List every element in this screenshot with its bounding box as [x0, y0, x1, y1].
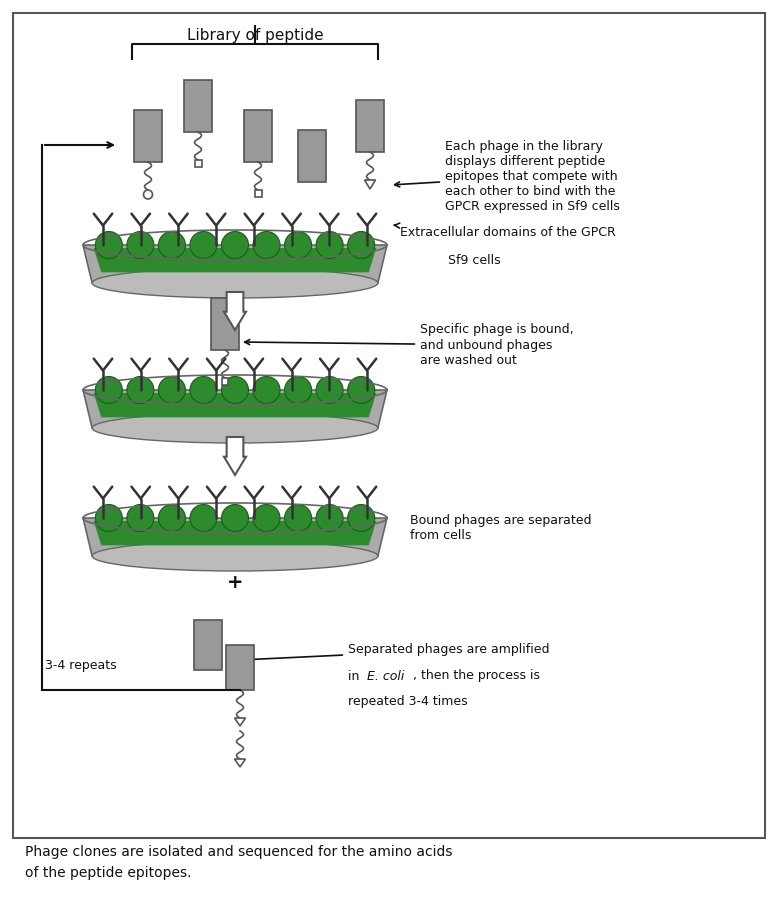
Circle shape [127, 505, 154, 532]
Text: 3-4 repeats: 3-4 repeats [45, 659, 117, 671]
Polygon shape [364, 180, 375, 189]
FancyBboxPatch shape [194, 620, 222, 670]
Circle shape [221, 376, 249, 403]
FancyBboxPatch shape [184, 80, 212, 132]
Circle shape [159, 505, 185, 532]
Text: E. coli: E. coli [367, 670, 404, 682]
Circle shape [190, 231, 217, 258]
Circle shape [316, 231, 343, 258]
Circle shape [190, 376, 217, 403]
FancyBboxPatch shape [211, 298, 239, 350]
Circle shape [95, 505, 122, 532]
Text: Sf9 cells: Sf9 cells [448, 254, 500, 266]
Circle shape [95, 376, 122, 403]
Circle shape [144, 190, 152, 199]
Circle shape [253, 505, 280, 532]
Circle shape [285, 376, 311, 403]
Text: +: + [227, 572, 243, 591]
Circle shape [159, 231, 185, 258]
Polygon shape [94, 248, 376, 273]
Polygon shape [235, 718, 246, 726]
Ellipse shape [92, 268, 378, 298]
Circle shape [221, 505, 249, 532]
Circle shape [316, 505, 343, 532]
Circle shape [190, 505, 217, 532]
Circle shape [127, 231, 154, 258]
FancyBboxPatch shape [134, 110, 162, 162]
Polygon shape [83, 245, 387, 283]
Circle shape [95, 231, 122, 258]
Ellipse shape [92, 541, 378, 571]
Polygon shape [224, 292, 246, 330]
Polygon shape [94, 393, 376, 418]
Text: in: in [348, 670, 364, 682]
Text: Extracellular domains of the GPCR: Extracellular domains of the GPCR [394, 223, 615, 238]
FancyBboxPatch shape [298, 130, 326, 182]
Circle shape [316, 376, 343, 403]
Text: Phage clones are isolated and sequenced for the amino acids
of the peptide epito: Phage clones are isolated and sequenced … [25, 845, 453, 879]
Circle shape [348, 231, 375, 258]
Polygon shape [83, 390, 387, 428]
Text: repeated 3-4 times: repeated 3-4 times [348, 696, 468, 708]
Text: Library of peptide: Library of peptide [187, 28, 323, 43]
Circle shape [348, 376, 375, 403]
FancyBboxPatch shape [356, 100, 384, 152]
Circle shape [285, 231, 311, 258]
Text: , then the process is: , then the process is [413, 670, 540, 682]
Circle shape [159, 376, 185, 403]
Ellipse shape [92, 413, 378, 443]
Circle shape [221, 231, 249, 258]
FancyBboxPatch shape [254, 190, 261, 197]
Circle shape [127, 376, 154, 403]
Polygon shape [94, 521, 376, 545]
FancyBboxPatch shape [221, 378, 228, 385]
Polygon shape [235, 759, 246, 767]
Circle shape [348, 505, 375, 532]
FancyBboxPatch shape [226, 645, 254, 690]
Text: Specific phage is bound,
and unbound phages
are washed out: Specific phage is bound, and unbound pha… [245, 323, 574, 366]
Text: Each phage in the library
displays different peptide
epitopes that compete with
: Each phage in the library displays diffe… [395, 140, 620, 213]
Polygon shape [83, 518, 387, 556]
Circle shape [285, 505, 311, 532]
Polygon shape [224, 437, 246, 475]
Circle shape [253, 376, 280, 403]
Text: Bound phages are separated
from cells: Bound phages are separated from cells [410, 514, 591, 542]
Text: Separated phages are amplified: Separated phages are amplified [245, 644, 550, 662]
Circle shape [253, 231, 280, 258]
FancyBboxPatch shape [244, 110, 272, 162]
FancyBboxPatch shape [195, 160, 202, 167]
